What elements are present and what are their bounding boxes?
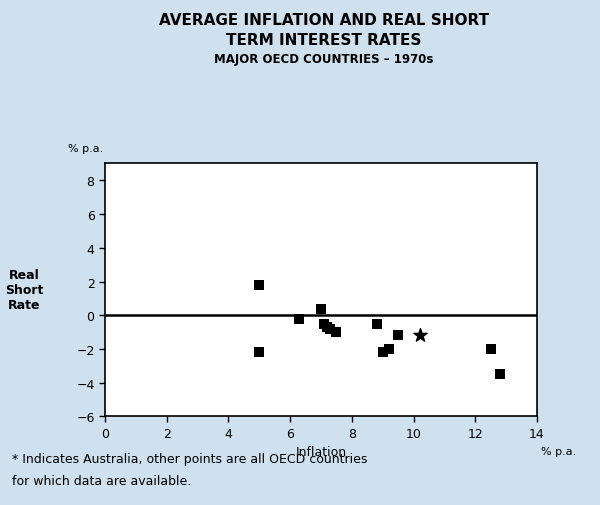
Point	[394, 332, 403, 340]
Text: TERM INTEREST RATES: TERM INTEREST RATES	[226, 33, 422, 48]
Point	[384, 345, 394, 353]
Point	[372, 320, 382, 328]
Point	[486, 345, 496, 353]
Point	[254, 281, 264, 289]
Point	[332, 328, 341, 336]
Text: AVERAGE INFLATION AND REAL SHORT: AVERAGE INFLATION AND REAL SHORT	[159, 13, 489, 28]
Point	[316, 305, 326, 313]
Text: % p.a.: % p.a.	[541, 446, 577, 456]
Text: for which data are available.: for which data are available.	[12, 474, 191, 487]
Text: * Indicates Australia, other points are all OECD countries: * Indicates Australia, other points are …	[12, 452, 367, 465]
Point	[495, 371, 505, 379]
Text: MAJOR OECD COUNTRIES – 1970s: MAJOR OECD COUNTRIES – 1970s	[214, 53, 434, 66]
Point	[295, 315, 304, 323]
Point	[378, 348, 388, 357]
Point	[319, 320, 329, 328]
Point	[254, 348, 264, 357]
Point	[415, 332, 425, 340]
Point	[322, 323, 332, 331]
Text: % p.a.: % p.a.	[68, 144, 104, 154]
Point	[325, 325, 335, 333]
X-axis label: Inflation: Inflation	[295, 445, 347, 459]
Text: Real
Short
Rate: Real Short Rate	[5, 269, 43, 312]
